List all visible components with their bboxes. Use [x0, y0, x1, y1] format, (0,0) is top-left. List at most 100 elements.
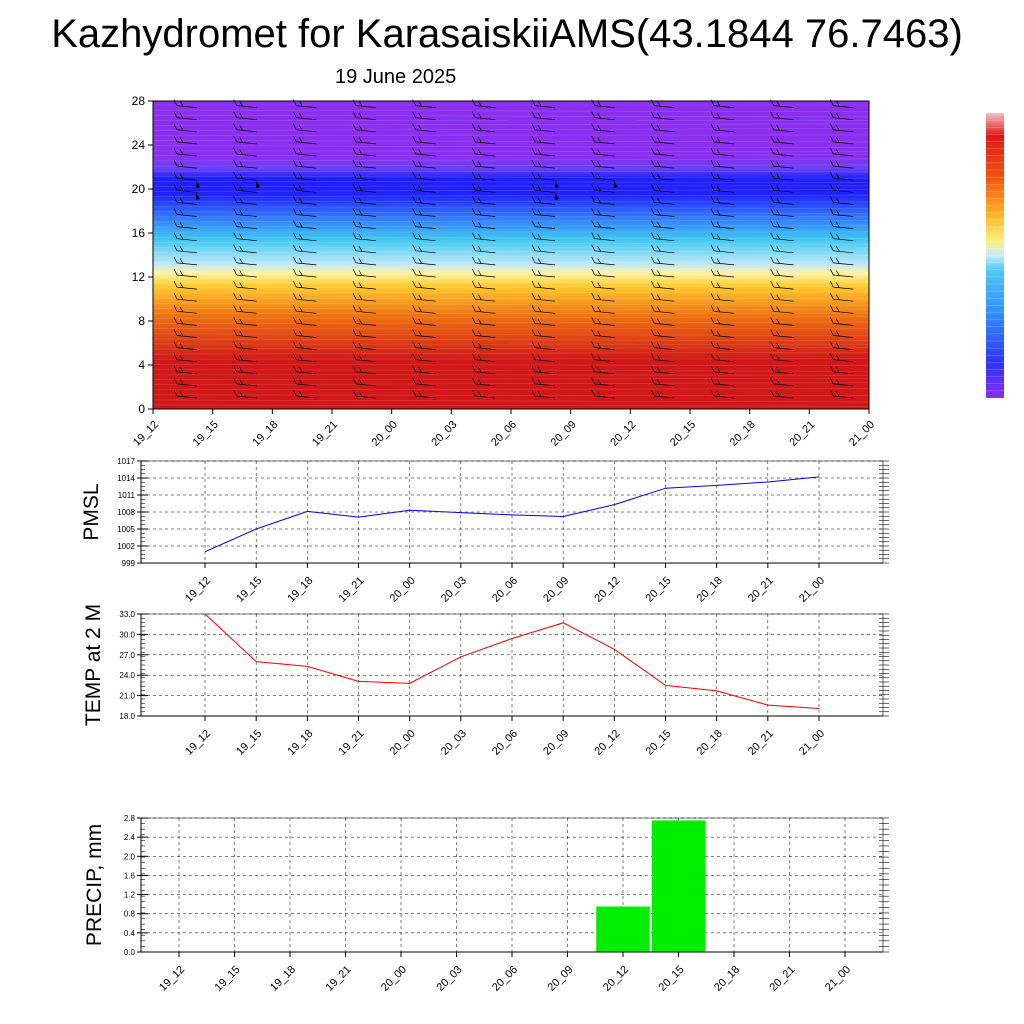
contour-line [152, 333, 870, 336]
wind-barb [352, 353, 377, 363]
wind-barb [173, 341, 198, 350]
wind-barb [233, 147, 257, 157]
wind-barb [770, 268, 794, 278]
wind-barb [651, 329, 675, 338]
wind-barb [472, 341, 496, 350]
wind-barb [770, 111, 794, 121]
wind-barb [412, 389, 436, 399]
contour-line [152, 175, 870, 179]
contour-line [152, 338, 870, 342]
y-tick-label: 999 [122, 559, 136, 568]
wind-barb [293, 232, 317, 242]
wind-barb [233, 172, 257, 181]
y-tick-label: 0.8 [124, 910, 136, 919]
wind-barb [770, 184, 794, 193]
wind-barb [293, 123, 317, 133]
wind-barb [591, 377, 615, 387]
wind-barb [293, 377, 317, 387]
wind-barb [651, 184, 675, 193]
wind-barb [651, 365, 675, 375]
x-tick-label: 19_21 [310, 419, 340, 449]
cross-section-panel: 0 4 8 12 16 20 24 28 19_12 19_15 19_18 19_21 20_00 20… [131, 94, 877, 449]
wind-barb [352, 377, 377, 387]
x-tick-label: 20_09 [546, 964, 576, 994]
wind-barb [352, 220, 377, 229]
x-tick-label: 19_12 [183, 728, 213, 758]
contour-line [152, 236, 870, 240]
x-tick-label: 20_06 [490, 575, 520, 605]
contour-line [152, 128, 870, 131]
wind-barb [173, 317, 198, 326]
contour-line [152, 267, 870, 270]
contour-line [152, 281, 870, 284]
wind-barb [173, 256, 198, 266]
wind-barb [531, 159, 556, 169]
wind-barb [352, 147, 377, 157]
x-tick-label: 20_18 [728, 419, 758, 449]
wind-barb [651, 135, 675, 145]
wind-barb [412, 329, 436, 338]
contour-line [152, 114, 870, 118]
wind-barb [173, 123, 198, 133]
wind-barb [173, 232, 198, 242]
contour-line [152, 154, 870, 157]
x-tick-label: 20_15 [668, 419, 698, 449]
contour-line [152, 321, 870, 324]
x-tick-label: 20_00 [379, 964, 409, 994]
wind-barb [352, 293, 377, 302]
wind-barb [472, 305, 496, 314]
contour-line [152, 189, 870, 192]
wind-barb [531, 256, 556, 266]
temp-panel: 18.0 21.0 24.0 27.0 30.0 33.0 19_12 19_15 19_18 1… [82, 604, 889, 758]
x-tick-label: 19_21 [324, 964, 354, 994]
wind-barb [173, 196, 198, 205]
wind-barb [352, 317, 377, 326]
wind-barb [710, 172, 735, 181]
x-tick-label: 20_09 [541, 728, 571, 758]
wind-barb [651, 232, 675, 242]
wind-barb [591, 196, 615, 205]
wind-barb [651, 389, 675, 399]
x-tick-label: 20_09 [541, 575, 571, 605]
wind-barb [531, 123, 556, 133]
wind-barb [412, 159, 436, 169]
wind-barb [412, 232, 436, 242]
wind-barb [293, 111, 317, 121]
contour-line [152, 123, 870, 126]
wind-barb [830, 172, 854, 181]
x-tick-label: 20_21 [746, 575, 776, 605]
wind-barb [472, 184, 496, 193]
wind-barb [472, 256, 496, 266]
contour-line [152, 241, 870, 245]
wind-barb [770, 159, 794, 169]
wind-barb [531, 353, 556, 363]
x-tick-label: 20_12 [608, 419, 638, 449]
wind-barb [770, 172, 794, 181]
wind-flag [614, 181, 618, 188]
wind-flag [196, 181, 200, 188]
wind-barb [412, 377, 436, 387]
x-tick-label: 19_18 [268, 964, 298, 994]
contour-line [152, 369, 870, 372]
y-tick-label: 8 [138, 314, 145, 328]
contour-line [152, 164, 870, 167]
wind-barb [531, 196, 556, 205]
x-tick-label: 21_00 [797, 575, 827, 605]
wind-barb [830, 147, 854, 157]
wind-barb [233, 389, 257, 399]
x-tick-label: 20_12 [592, 728, 622, 758]
y-tick-label: 0.0 [124, 948, 136, 957]
wind-barb [830, 232, 854, 242]
pmsl-ylabel: PMSL [80, 483, 103, 540]
wind-barb [233, 244, 257, 254]
contour-line [152, 404, 870, 407]
x-tick-label: 20_06 [490, 964, 520, 994]
wind-barb [830, 256, 854, 266]
wind-barb [352, 159, 377, 169]
wind-barb [293, 147, 317, 157]
wind-barb [830, 268, 854, 278]
wind-barb [770, 329, 794, 338]
wind-barb [651, 317, 675, 326]
wind-barb [472, 232, 496, 242]
